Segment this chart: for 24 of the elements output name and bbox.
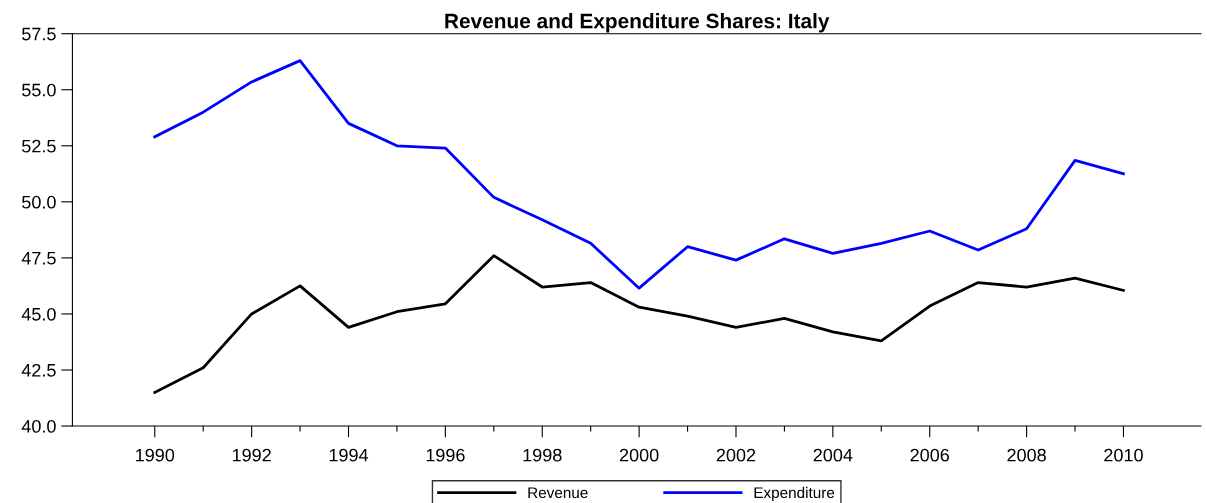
legend-label: Revenue — [528, 487, 588, 499]
x-tick-label: 2006 — [910, 448, 950, 462]
x-tick-label: 2002 — [716, 448, 756, 462]
x-tick-label: 2010 — [1104, 448, 1143, 462]
x-tick-label: 2004 — [813, 448, 853, 462]
y-tick-label: 45.0 — [21, 307, 56, 321]
y-tick-label: 57.5 — [22, 27, 56, 41]
x-tick-label: 1990 — [136, 448, 175, 462]
y-tick-label: 55.0 — [22, 83, 56, 97]
line-series — [153, 254, 1125, 394]
x-tick-label: 1992 — [232, 448, 271, 462]
y-tick-label: 42.5 — [21, 363, 56, 377]
x-tick-label: 2000 — [619, 448, 659, 462]
x-tick-label: 1996 — [426, 448, 465, 462]
y-tick-label: 50.0 — [22, 195, 56, 209]
y-tick-label: 47.5 — [21, 252, 56, 265]
x-tick-label: 2008 — [1007, 448, 1046, 462]
y-tick-label: 40.0 — [21, 419, 56, 433]
line-series — [153, 59, 1125, 290]
x-tick-label: 1998 — [523, 448, 562, 462]
y-tick-label: 52.5 — [22, 139, 56, 153]
chart-title: Revenue and Expenditure Shares: Italy — [445, 13, 830, 33]
legend-label: Expenditure — [754, 486, 835, 502]
x-tick-label: 1994 — [329, 448, 369, 462]
